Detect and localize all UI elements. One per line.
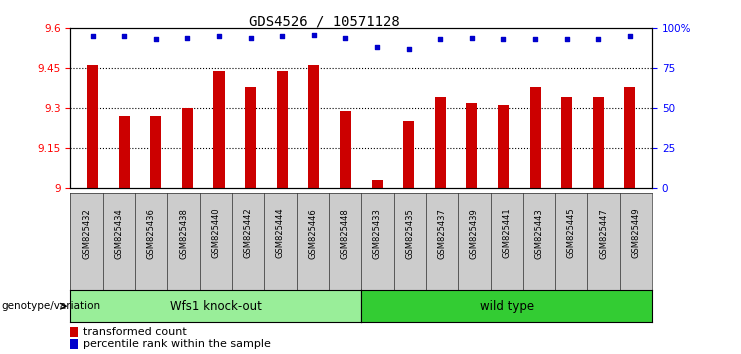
Bar [245,87,256,188]
Point [592,37,604,42]
Text: wild type: wild type [479,300,534,313]
Text: genotype/variation: genotype/variation [1,301,101,311]
Point [245,35,256,41]
Text: GSM825439: GSM825439 [470,208,479,258]
Text: transformed count: transformed count [83,327,187,337]
Text: Wfs1 knock-out: Wfs1 knock-out [170,300,262,313]
Point [87,34,99,39]
Text: GSM825447: GSM825447 [599,208,608,258]
Point [308,32,320,38]
Text: GSM825435: GSM825435 [405,208,414,258]
Bar [70,339,79,349]
Bar [593,97,604,188]
Bar [70,327,79,337]
Text: GSM825434: GSM825434 [114,208,123,258]
Text: GDS4526 / 10571128: GDS4526 / 10571128 [249,14,399,28]
Text: GSM825436: GSM825436 [147,208,156,259]
Point [624,34,636,39]
Text: GSM825444: GSM825444 [276,208,285,258]
Text: GSM825432: GSM825432 [82,208,91,258]
Bar [435,97,446,188]
Point [213,34,225,39]
Text: GSM825448: GSM825448 [341,208,350,258]
Bar [87,65,98,188]
Point [371,45,383,50]
Point [529,37,541,42]
Text: GSM825446: GSM825446 [308,208,317,258]
Text: percentile rank within the sample: percentile rank within the sample [83,339,271,349]
Point [497,37,509,42]
Bar [119,116,130,188]
Point [402,46,414,52]
Bar [561,97,572,188]
Point [119,34,130,39]
Point [276,34,288,39]
Text: GSM825443: GSM825443 [534,208,543,258]
Text: GSM825440: GSM825440 [211,208,220,258]
Text: GSM825442: GSM825442 [244,208,253,258]
Bar [530,87,541,188]
Point [561,37,573,42]
Point [434,37,446,42]
Bar [213,71,225,188]
Text: GSM825441: GSM825441 [502,208,511,258]
Bar [371,180,382,188]
Text: GSM825437: GSM825437 [437,208,447,259]
Point [150,37,162,42]
Point [182,35,193,41]
Bar [308,65,319,188]
Bar [625,87,636,188]
Point [466,35,478,41]
Bar [150,116,162,188]
Text: GSM825433: GSM825433 [373,208,382,259]
Point [339,35,351,41]
Text: GSM825438: GSM825438 [179,208,188,259]
Bar [182,108,193,188]
Bar [466,103,477,188]
Text: GSM825445: GSM825445 [567,208,576,258]
Bar [498,105,509,188]
Bar [276,71,288,188]
Text: GSM825449: GSM825449 [631,208,640,258]
Bar [403,121,414,188]
Bar [340,111,351,188]
